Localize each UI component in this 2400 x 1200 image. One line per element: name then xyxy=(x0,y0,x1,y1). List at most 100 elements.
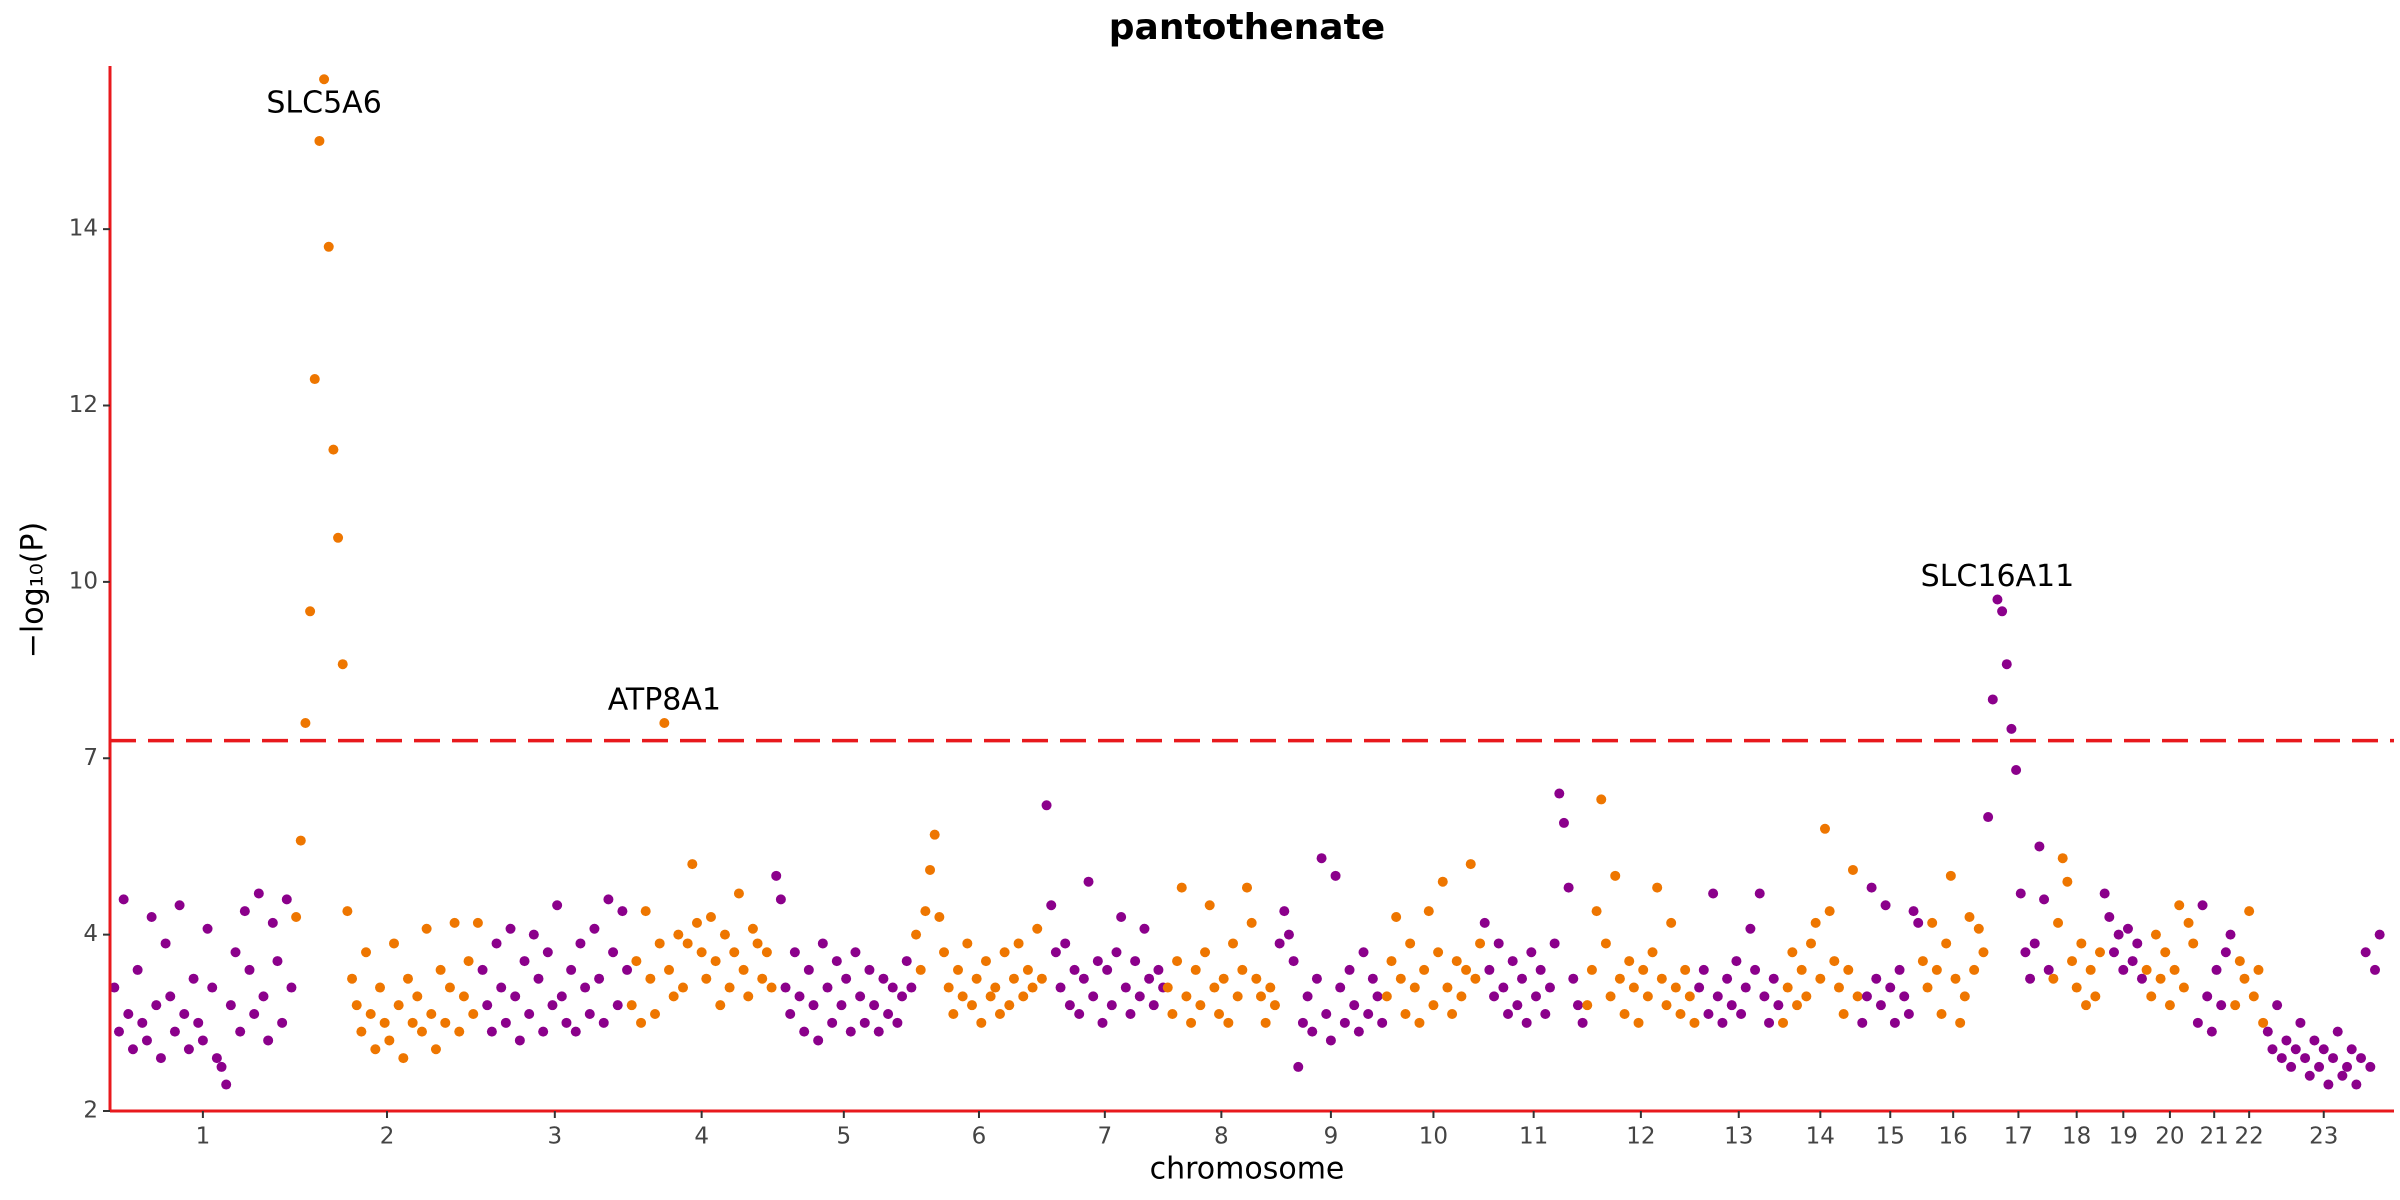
snp-point xyxy=(188,973,199,984)
snp-point xyxy=(654,938,665,949)
snp-point xyxy=(1768,973,1779,984)
x-tick-label: 17 xyxy=(2004,1124,2033,1150)
snp-point xyxy=(2365,1061,2376,1072)
snp-point xyxy=(2197,900,2208,911)
snp-point xyxy=(1959,991,1970,1002)
snp-point xyxy=(1726,1000,1737,1011)
snp-point xyxy=(566,964,577,975)
snp-point xyxy=(1102,964,1113,975)
snp-point xyxy=(2067,956,2078,967)
snp-point xyxy=(211,1053,222,1064)
snp-point xyxy=(2239,973,2250,984)
snp-point xyxy=(1507,956,1518,967)
snp-point xyxy=(2314,1061,2325,1072)
x-tick-label: 2 xyxy=(380,1124,395,1150)
snp-point xyxy=(929,829,940,840)
snp-point xyxy=(1558,817,1569,828)
snp-point xyxy=(822,982,833,993)
snp-point xyxy=(1367,973,1378,984)
snp-point xyxy=(1465,859,1476,870)
snp-point xyxy=(519,956,530,967)
snp-point xyxy=(132,964,143,975)
snp-point xyxy=(1694,982,1705,993)
snp-point xyxy=(1736,1008,1747,1019)
x-tick-label: 12 xyxy=(1626,1124,1655,1150)
snp-point xyxy=(1097,1017,1108,1028)
snp-point xyxy=(2337,1070,2348,1081)
snp-point xyxy=(1852,991,1863,1002)
x-tick-label: 10 xyxy=(1419,1124,1448,1150)
snp-point xyxy=(1880,900,1891,911)
snp-point xyxy=(1512,1000,1523,1011)
snp-point xyxy=(1922,982,1933,993)
snp-point xyxy=(1712,991,1723,1002)
snp-point xyxy=(2127,956,2138,967)
snp-point xyxy=(650,1008,661,1019)
snp-point xyxy=(1530,991,1541,1002)
snp-point xyxy=(1577,1017,1588,1028)
snp-point xyxy=(2272,1000,2283,1011)
snp-point xyxy=(715,1000,726,1011)
snp-point xyxy=(2356,1053,2367,1064)
snp-point xyxy=(1228,938,1239,949)
snp-point xyxy=(1526,947,1537,958)
snp-point xyxy=(542,947,553,958)
snp-point xyxy=(272,956,283,967)
snp-point xyxy=(556,991,567,1002)
snp-point xyxy=(999,947,1010,958)
snp-point xyxy=(1913,917,1924,928)
snp-point xyxy=(906,982,917,993)
snp-point xyxy=(2248,991,2259,1002)
snp-point xyxy=(1419,964,1430,975)
snp-point xyxy=(1148,1000,1159,1011)
snp-point xyxy=(221,1079,232,1090)
snp-point xyxy=(1857,1017,1868,1028)
snp-point xyxy=(845,1026,856,1037)
snp-point xyxy=(1908,906,1919,917)
snp-point xyxy=(2015,888,2026,899)
snp-point xyxy=(454,1026,465,1037)
snp-point xyxy=(1307,1026,1318,1037)
x-tick-label: 7 xyxy=(1098,1124,1113,1150)
snp-point xyxy=(1200,947,1211,958)
snp-point xyxy=(645,973,656,984)
snp-point xyxy=(1372,991,1383,1002)
snp-point xyxy=(1731,956,1742,967)
snp-point xyxy=(482,1000,493,1011)
snp-point xyxy=(2318,1044,2329,1055)
snp-point xyxy=(1116,911,1127,922)
snp-point xyxy=(528,929,539,940)
snp-point xyxy=(920,906,931,917)
snp-point xyxy=(1092,956,1103,967)
snp-point xyxy=(402,973,413,984)
snp-point xyxy=(659,717,670,728)
y-tick-label: 7 xyxy=(83,745,98,771)
snp-point xyxy=(2332,1026,2343,1037)
snp-point xyxy=(291,911,302,922)
snp-point xyxy=(948,1008,959,1019)
snp-point xyxy=(2188,938,2199,949)
snp-point xyxy=(1106,1000,1117,1011)
snp-point xyxy=(491,938,502,949)
snp-point xyxy=(1680,964,1691,975)
snp-point xyxy=(444,982,455,993)
snp-point xyxy=(277,1017,288,1028)
snp-point xyxy=(1661,1000,1672,1011)
x-tick-label: 15 xyxy=(1876,1124,1905,1150)
snp-point xyxy=(328,444,339,455)
snp-point xyxy=(934,911,945,922)
snp-point xyxy=(2020,947,2031,958)
snp-point xyxy=(617,906,628,917)
snp-point xyxy=(305,606,316,617)
snp-point xyxy=(1134,991,1145,1002)
snp-point xyxy=(1246,917,1257,928)
snp-point xyxy=(2253,964,2264,975)
snp-point xyxy=(869,1000,880,1011)
snp-point xyxy=(673,929,684,940)
snp-point xyxy=(1992,594,2003,605)
snp-point xyxy=(2206,1026,2217,1037)
snp-point xyxy=(449,917,460,928)
snp-point xyxy=(505,923,516,934)
snp-point xyxy=(1363,1008,1374,1019)
x-tick-label: 9 xyxy=(1324,1124,1339,1150)
